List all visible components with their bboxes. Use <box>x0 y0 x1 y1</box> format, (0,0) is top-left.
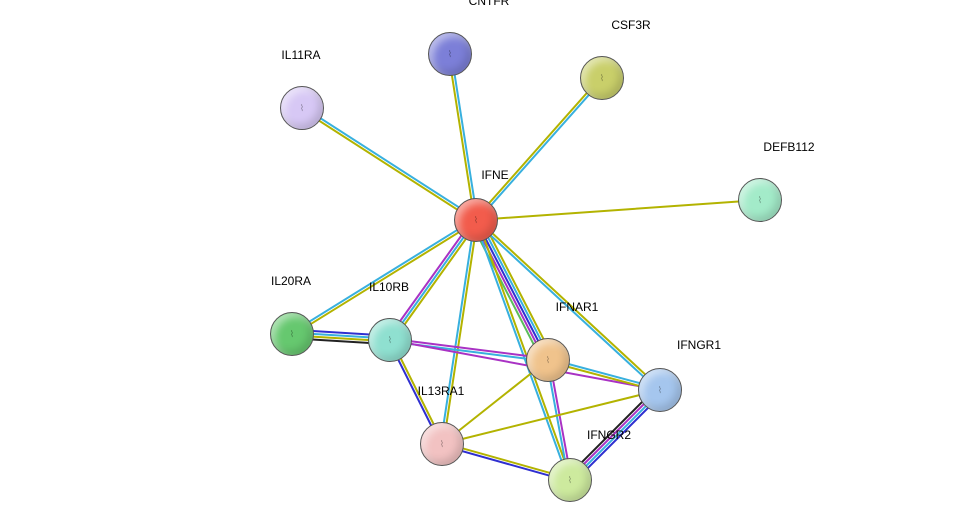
node-label: IFNAR1 <box>556 300 599 314</box>
protein-node-icon[interactable]: ⌇ <box>526 338 570 382</box>
node-label: CNTFR <box>469 0 510 8</box>
edge <box>441 220 475 444</box>
edge <box>390 339 548 359</box>
node-ifnar1[interactable]: ⌇IFNAR1 <box>526 338 570 382</box>
protein-node-icon[interactable]: ⌇ <box>270 312 314 356</box>
protein-node-icon[interactable]: ⌇ <box>368 318 412 362</box>
protein-node-icon[interactable]: ⌇ <box>738 178 782 222</box>
protein-node-icon[interactable]: ⌇ <box>454 198 498 242</box>
protein-node-icon[interactable]: ⌇ <box>420 422 464 466</box>
edge <box>443 220 477 444</box>
node-label: IL11RA <box>281 48 320 62</box>
edge <box>301 109 475 221</box>
protein-node-icon[interactable]: ⌇ <box>580 56 624 100</box>
protein-node-icon[interactable]: ⌇ <box>548 458 592 502</box>
node-defb112[interactable]: ⌇DEFB112 <box>738 178 782 222</box>
node-label: IFNGR2 <box>587 428 631 442</box>
node-label: DEFB112 <box>763 140 814 154</box>
edge <box>390 340 660 390</box>
edge <box>451 54 477 220</box>
protein-node-icon[interactable]: ⌇ <box>428 32 472 76</box>
edges-layer <box>0 0 976 514</box>
node-ifngr1[interactable]: ⌇IFNGR1 <box>638 368 682 412</box>
protein-node-icon[interactable]: ⌇ <box>638 368 682 412</box>
node-label: IFNGR1 <box>677 338 721 352</box>
node-ifne[interactable]: ⌇IFNE <box>454 198 498 242</box>
edge <box>449 54 475 220</box>
node-label: IL20RA <box>271 274 311 288</box>
node-il13ra1[interactable]: ⌇IL13RA1 <box>420 422 464 466</box>
network-canvas: ⌇IFNE⌇CNTFR⌇IL11RA⌇CSF3R⌇DEFB112⌇IL20RA⌇… <box>0 0 976 514</box>
node-ifngr2[interactable]: ⌇IFNGR2 <box>548 458 592 502</box>
node-csf3r[interactable]: ⌇CSF3R <box>580 56 624 100</box>
protein-node-icon[interactable]: ⌇ <box>280 86 324 130</box>
node-label: CSF3R <box>611 18 650 32</box>
node-label: IL13RA1 <box>418 384 465 398</box>
node-label: IFNE <box>481 168 508 182</box>
edge <box>303 107 477 219</box>
node-label: IL10RB <box>369 280 409 294</box>
node-il20ra[interactable]: ⌇IL20RA <box>270 312 314 356</box>
edge <box>390 341 548 361</box>
node-il10rb[interactable]: ⌇IL10RB <box>368 318 412 362</box>
node-cntfr[interactable]: ⌇CNTFR <box>428 32 472 76</box>
node-il11ra[interactable]: ⌇IL11RA <box>280 86 324 130</box>
edge <box>476 200 760 220</box>
edge <box>291 219 475 333</box>
